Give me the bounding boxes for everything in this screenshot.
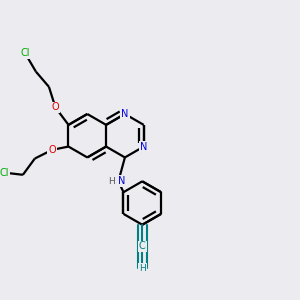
Text: N: N — [118, 176, 125, 186]
Text: O: O — [52, 103, 59, 112]
Text: C: C — [139, 242, 146, 251]
Text: H: H — [109, 177, 115, 186]
Text: Cl: Cl — [20, 48, 30, 58]
Text: H: H — [139, 264, 146, 273]
Text: Cl: Cl — [0, 168, 9, 178]
Text: N: N — [121, 109, 129, 119]
Text: N: N — [140, 142, 147, 152]
Text: O: O — [48, 145, 56, 155]
